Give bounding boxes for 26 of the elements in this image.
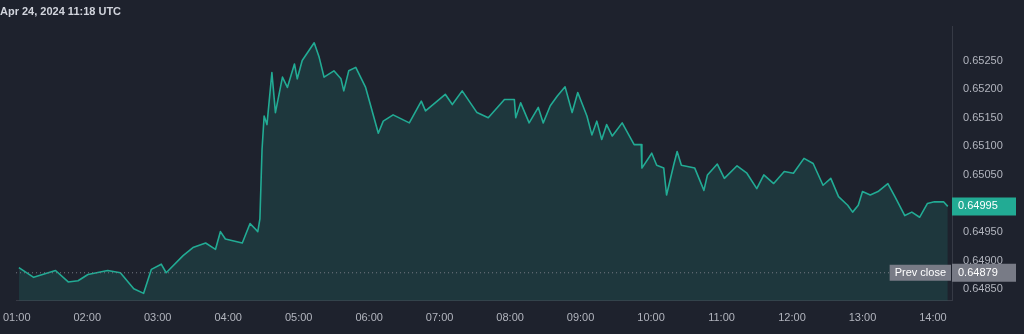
y-tick-label: 0.65050 <box>963 167 1003 180</box>
y-tick-label: 0.65200 <box>963 82 1003 95</box>
y-tick-label: 0.64950 <box>963 225 1003 238</box>
y-tick-label: 0.64850 <box>963 282 1003 295</box>
x-tick-label: 03:00 <box>143 311 172 324</box>
x-tick-label: 04:00 <box>214 311 242 324</box>
x-tick-label: 11:00 <box>708 311 735 324</box>
text: 0.64995 <box>958 199 998 212</box>
x-tick-label: 05:00 <box>284 311 313 324</box>
x-tick-label: 02:00 <box>73 311 102 324</box>
x-tick-label: 06:00 <box>355 311 383 324</box>
ref-line-label: Prev close <box>894 265 947 278</box>
y-tick-label: 0.64900 <box>963 253 1003 266</box>
x-tick-label: 07:00 <box>425 311 454 324</box>
y-tick-label: 0.65250 <box>963 53 1003 66</box>
x-tick-label: 12:00 <box>778 311 806 324</box>
x-tick-label: 01:00 <box>3 311 31 324</box>
x-tick-label: 08:00 <box>496 311 524 324</box>
x-tick-label: 10:00 <box>637 311 665 324</box>
chart-title: Apr 24, 2024 11:18 UTC <box>0 4 122 17</box>
y-tick-label: 0.65150 <box>963 110 1003 123</box>
text: 0.64879 <box>958 265 998 278</box>
x-tick-label: 13:00 <box>848 311 877 324</box>
x-tick-label: 09:00 <box>566 311 595 324</box>
x-tick-label: 14:00 <box>919 311 947 324</box>
y-tick-label: 0.65100 <box>963 139 1003 152</box>
